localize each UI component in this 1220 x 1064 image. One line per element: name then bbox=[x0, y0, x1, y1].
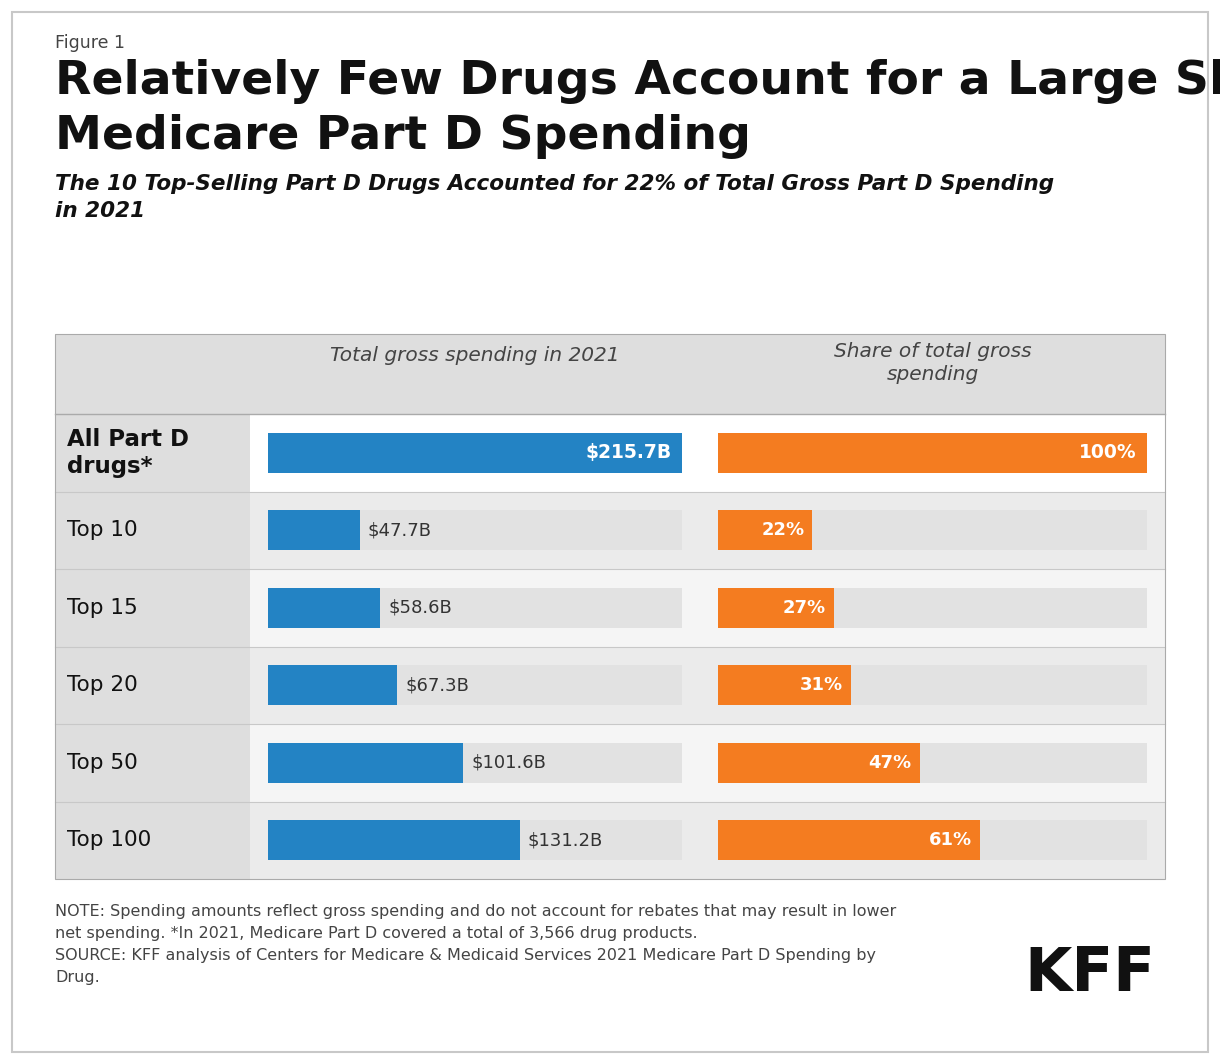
FancyBboxPatch shape bbox=[250, 569, 1165, 647]
Text: Drug.: Drug. bbox=[55, 970, 100, 985]
FancyBboxPatch shape bbox=[268, 665, 682, 705]
Text: Figure 1: Figure 1 bbox=[55, 34, 124, 52]
Text: Top 10: Top 10 bbox=[67, 520, 138, 541]
FancyBboxPatch shape bbox=[268, 820, 682, 861]
Text: Relatively Few Drugs Account for a Large Share of: Relatively Few Drugs Account for a Large… bbox=[55, 59, 1220, 104]
FancyBboxPatch shape bbox=[268, 510, 360, 550]
Text: KFF: KFF bbox=[1024, 945, 1155, 1004]
FancyBboxPatch shape bbox=[719, 820, 1147, 861]
FancyBboxPatch shape bbox=[268, 743, 682, 783]
FancyBboxPatch shape bbox=[268, 433, 682, 472]
FancyBboxPatch shape bbox=[55, 492, 250, 569]
Text: All Part D
drugs*: All Part D drugs* bbox=[67, 428, 189, 478]
Text: Top 50: Top 50 bbox=[67, 752, 138, 772]
Text: SOURCE: KFF analysis of Centers for Medicare & Medicaid Services 2021 Medicare P: SOURCE: KFF analysis of Centers for Medi… bbox=[55, 948, 876, 963]
FancyBboxPatch shape bbox=[250, 801, 1165, 879]
FancyBboxPatch shape bbox=[719, 433, 1147, 472]
FancyBboxPatch shape bbox=[268, 510, 682, 550]
Text: $47.7B: $47.7B bbox=[367, 521, 432, 539]
Text: Share of total gross
spending: Share of total gross spending bbox=[833, 342, 1031, 384]
FancyBboxPatch shape bbox=[268, 743, 464, 783]
Text: 27%: 27% bbox=[783, 599, 826, 617]
Text: Top 20: Top 20 bbox=[67, 676, 138, 695]
Text: $58.6B: $58.6B bbox=[388, 599, 453, 617]
FancyBboxPatch shape bbox=[719, 510, 813, 550]
Text: 61%: 61% bbox=[928, 831, 971, 849]
FancyBboxPatch shape bbox=[55, 647, 250, 724]
FancyBboxPatch shape bbox=[250, 647, 1165, 724]
FancyBboxPatch shape bbox=[250, 414, 1165, 492]
FancyBboxPatch shape bbox=[250, 724, 1165, 801]
FancyBboxPatch shape bbox=[268, 587, 381, 628]
FancyBboxPatch shape bbox=[719, 665, 1147, 705]
Text: 47%: 47% bbox=[869, 753, 911, 771]
FancyBboxPatch shape bbox=[719, 510, 1147, 550]
Text: NOTE: Spending amounts reflect gross spending and do not account for rebates tha: NOTE: Spending amounts reflect gross spe… bbox=[55, 904, 897, 919]
FancyBboxPatch shape bbox=[719, 743, 1147, 783]
FancyBboxPatch shape bbox=[250, 492, 1165, 569]
FancyBboxPatch shape bbox=[55, 334, 1165, 879]
FancyBboxPatch shape bbox=[268, 665, 398, 705]
FancyBboxPatch shape bbox=[719, 665, 852, 705]
FancyBboxPatch shape bbox=[55, 569, 250, 647]
Text: $67.3B: $67.3B bbox=[405, 677, 468, 694]
Text: 100%: 100% bbox=[1080, 444, 1137, 462]
Text: net spending. *In 2021, Medicare Part D covered a total of 3,566 drug products.: net spending. *In 2021, Medicare Part D … bbox=[55, 926, 698, 941]
Text: Top 15: Top 15 bbox=[67, 598, 138, 618]
FancyBboxPatch shape bbox=[55, 724, 250, 801]
Text: The 10 Top-Selling Part D Drugs Accounted for 22% of Total Gross Part D Spending: The 10 Top-Selling Part D Drugs Accounte… bbox=[55, 174, 1054, 221]
Text: $131.2B: $131.2B bbox=[528, 831, 603, 849]
FancyBboxPatch shape bbox=[268, 587, 682, 628]
Text: $101.6B: $101.6B bbox=[471, 753, 545, 771]
Text: Medicare Part D Spending: Medicare Part D Spending bbox=[55, 114, 752, 159]
FancyBboxPatch shape bbox=[55, 801, 250, 879]
FancyBboxPatch shape bbox=[719, 587, 1147, 628]
Text: $215.7B: $215.7B bbox=[586, 444, 672, 462]
Text: 31%: 31% bbox=[800, 677, 843, 694]
Text: Total gross spending in 2021: Total gross spending in 2021 bbox=[331, 346, 620, 365]
Text: 22%: 22% bbox=[761, 521, 804, 539]
FancyBboxPatch shape bbox=[268, 820, 520, 861]
Text: Top 100: Top 100 bbox=[67, 830, 151, 850]
FancyBboxPatch shape bbox=[55, 414, 250, 492]
FancyBboxPatch shape bbox=[719, 820, 980, 861]
FancyBboxPatch shape bbox=[719, 587, 833, 628]
FancyBboxPatch shape bbox=[719, 743, 920, 783]
